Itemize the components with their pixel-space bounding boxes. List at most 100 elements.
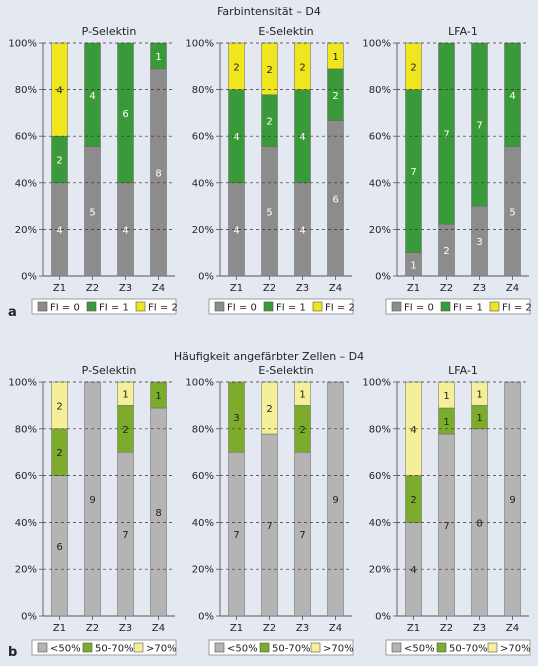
legend-label-fi2: FI = 2	[502, 303, 532, 314]
bar-value-label: 7	[299, 530, 305, 541]
y-tick-label: 60%	[369, 132, 391, 143]
x-tick-label: Z1	[53, 623, 66, 634]
y-tick-label: 60%	[15, 132, 37, 143]
legend-label-mid: 50-70%	[95, 644, 134, 655]
chart-a-3: LFA-1 0% 20% 40% 60% 80% 100% 1 7 2 Z1 2 7 Z2 3 7 Z3 5 4 Z4	[362, 25, 529, 294]
y-tick-label: 0%	[375, 272, 391, 283]
x-tick-label: Z4	[329, 283, 342, 294]
bar-value-label: 1	[443, 391, 449, 402]
bar-value-label: 2	[266, 117, 272, 128]
bar-value-label: 7	[266, 521, 272, 532]
y-tick-label: 100%	[185, 378, 214, 389]
x-tick-label: Z3	[119, 283, 132, 294]
panel-a-title: Farbintensität – D4	[217, 5, 321, 18]
y-tick-label: 100%	[185, 39, 214, 50]
legend-label-fi0: FI = 0	[404, 303, 434, 314]
bar-value-label: 1	[155, 391, 161, 402]
chart-title: E-Selektin	[258, 25, 313, 38]
legend-swatch-gt70	[487, 642, 498, 653]
y-tick-label: 40%	[15, 518, 37, 529]
legend-swatch-fi0	[37, 301, 48, 312]
chart-title: LFA-1	[448, 364, 478, 377]
bar-value-label: 1	[410, 260, 416, 271]
bar-value-label: 2	[410, 495, 416, 506]
bar-value-label: 1	[332, 52, 338, 63]
x-tick-label: Z3	[296, 623, 309, 634]
bar-value-label: 4	[89, 91, 95, 102]
bar-value-label: 2	[56, 156, 62, 167]
bar-value-label: 4	[122, 225, 128, 236]
y-tick-label: 80%	[369, 424, 391, 435]
x-tick-label: Z1	[230, 623, 243, 634]
x-tick-label: Z1	[407, 283, 420, 294]
bar-value-label: 4	[509, 91, 515, 102]
bar-segment	[228, 42, 245, 90]
legend-label-lt50: <50%	[50, 644, 81, 655]
legend-label-fi2: FI = 2	[148, 303, 178, 314]
chart-b-2: E-Selektin 0% 20% 40% 60% 80% 100% 7 3 Z1 7 2 Z2 7 2 1 Z…	[185, 364, 352, 634]
chart-title: P-Selektin	[82, 364, 137, 377]
y-tick-label: 60%	[15, 471, 37, 482]
y-tick-label: 60%	[192, 471, 214, 482]
bar-value-label: 9	[332, 495, 338, 506]
bar-value-label: 7	[443, 130, 449, 141]
x-tick-label: Z3	[473, 283, 486, 294]
legend-label-gt70: >70%	[500, 644, 531, 655]
y-tick-label: 60%	[369, 471, 391, 482]
y-tick-label: 80%	[192, 424, 214, 435]
bar-value-label: 8	[476, 518, 482, 529]
legend-swatch-fi1	[440, 301, 451, 312]
bar-value-label: 4	[299, 225, 305, 236]
y-tick-label: 0%	[21, 272, 37, 283]
legend-group-b1: <50% 50-70% >70%	[31, 639, 177, 656]
bar-value-label: 4	[233, 132, 239, 143]
bar-segment	[51, 381, 68, 430]
bar-segment	[471, 381, 488, 406]
legend-swatch-fi1	[86, 301, 97, 312]
legend-swatch-lt50	[214, 642, 225, 653]
legend-swatch-fi2	[489, 301, 500, 312]
legend-swatch-fi2	[312, 301, 323, 312]
chart-b-1: P-Selektin 0% 20% 40% 60% 80% 100% 6 2 2 Z1 9 Z2 7 2 1 Z…	[8, 364, 175, 634]
bar-value-label: 2	[233, 62, 239, 73]
x-tick-label: Z3	[473, 623, 486, 634]
y-tick-label: 40%	[369, 178, 391, 189]
bar-value-label: 2	[299, 425, 305, 436]
legend-group-b3: <50% 50-70% >70%	[385, 639, 531, 656]
x-tick-label: Z2	[86, 623, 99, 634]
bar-value-label: 2	[410, 62, 416, 73]
legend-swatch-lt50	[391, 642, 402, 653]
legend-label-mid: 50-70%	[272, 644, 311, 655]
x-tick-label: Z2	[440, 623, 453, 634]
y-tick-label: 40%	[369, 518, 391, 529]
legend-label-lt50: <50%	[227, 644, 258, 655]
y-tick-label: 80%	[15, 424, 37, 435]
bar-value-label: 6	[122, 109, 128, 120]
bar-segment	[294, 42, 311, 90]
legend-group-b2: <50% 50-70% >70%	[208, 639, 354, 656]
legend-label-lt50: <50%	[404, 644, 435, 655]
bar-value-label: 1	[476, 390, 482, 401]
bar-value-label: 6	[56, 542, 62, 553]
bar-value-label: 4	[56, 86, 62, 97]
legend-label-gt70: >70%	[323, 644, 354, 655]
bar-value-label: 7	[122, 530, 128, 541]
y-tick-label: 20%	[192, 565, 214, 576]
legend-swatch-mid	[259, 642, 270, 653]
bar-value-label: 4	[410, 425, 416, 436]
bar-value-label: 2	[299, 62, 305, 73]
bar-value-label: 7	[233, 530, 239, 541]
y-tick-label: 100%	[8, 39, 37, 50]
y-tick-label: 20%	[369, 225, 391, 236]
x-tick-label: Z4	[506, 623, 519, 634]
bar-value-label: 8	[155, 168, 161, 179]
legend-label-fi2: FI = 2	[325, 303, 355, 314]
legend-group-a3: FI = 0 FI = 1 FI = 2	[385, 298, 532, 315]
bar-value-label: 2	[266, 404, 272, 415]
panel-b-legend: <50% 50-70% >70% <50% 50-70% >70% <50% 5…	[31, 639, 531, 656]
legend-label-fi1: FI = 1	[276, 303, 306, 314]
y-tick-label: 0%	[21, 612, 37, 623]
chart-title: P-Selektin	[82, 25, 137, 38]
bar-value-label: 1	[155, 52, 161, 63]
